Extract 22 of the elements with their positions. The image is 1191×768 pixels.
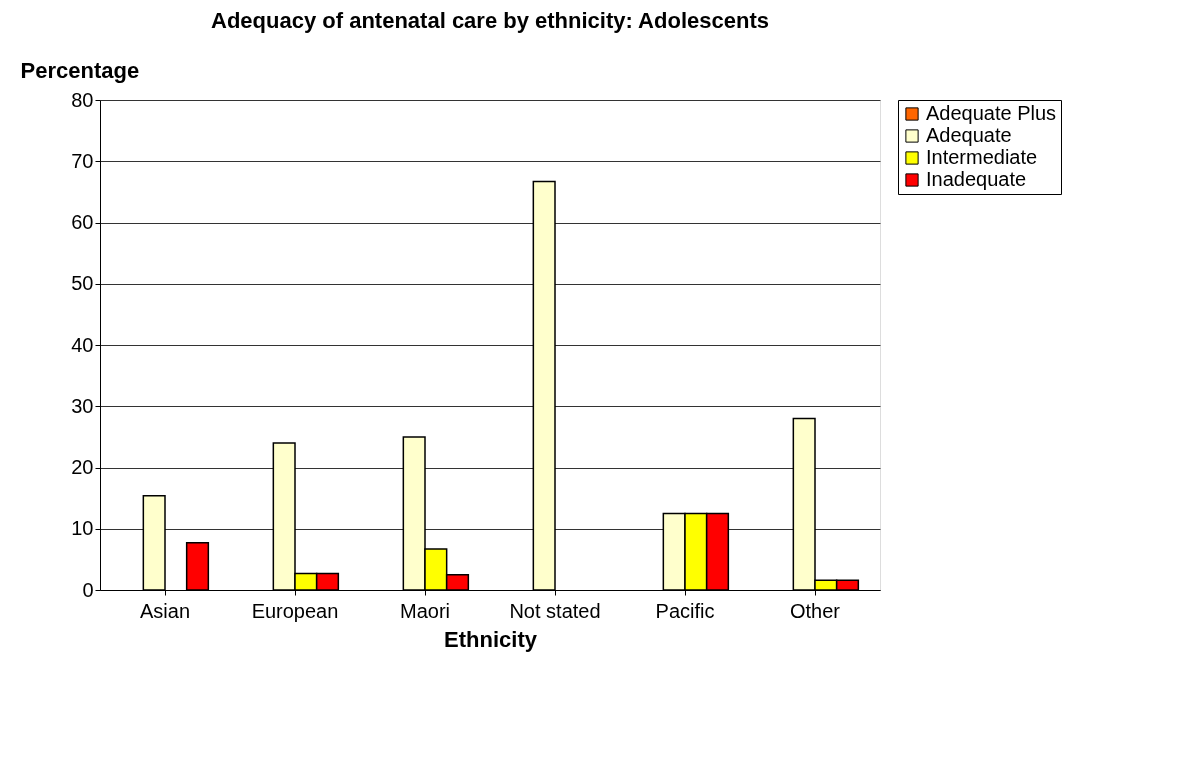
x-tick-label: Other xyxy=(789,599,841,622)
y-axis-title: Percentage xyxy=(20,57,140,83)
legend-label: Inadequate xyxy=(926,168,1027,190)
x-tick-label: Asian xyxy=(139,599,191,622)
y-tick-label: 40 xyxy=(71,333,94,356)
y-tick-label: 60 xyxy=(71,211,94,233)
x-tick-label: Not stated xyxy=(509,599,601,622)
chart-title: Adequacy of antenatal care by ethnicity: Adolescents xyxy=(211,8,769,33)
legend-label: Intermediate xyxy=(926,146,1038,168)
x-tick-label: Maori xyxy=(399,599,451,622)
y-tick-label: 70 xyxy=(71,149,94,172)
legend-label: Adequate xyxy=(926,124,1012,146)
y-tick-label: 30 xyxy=(71,394,94,417)
y-tick-label: 50 xyxy=(71,272,94,295)
x-tick-label: Pacific xyxy=(655,599,715,622)
x-tick-label: European xyxy=(251,599,339,622)
x-axis-title: Ethnicity xyxy=(444,626,538,652)
legend-label: Adequate Plus xyxy=(926,102,1057,124)
y-tick-label: 10 xyxy=(71,517,94,540)
y-tick-label: 0 xyxy=(82,578,94,601)
y-tick-label: 20 xyxy=(71,456,94,478)
y-tick-label: 80 xyxy=(71,88,94,111)
